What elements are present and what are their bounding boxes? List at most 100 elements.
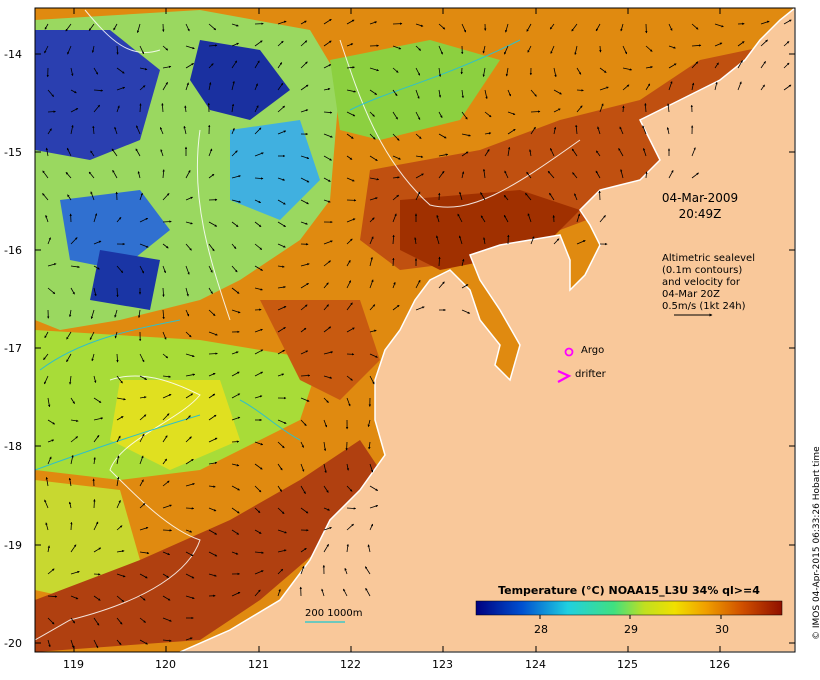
velocity-arrow-icon <box>323 282 329 289</box>
lon-label: 121 <box>248 658 269 671</box>
velocity-arrow-icon <box>162 375 171 378</box>
velocity-arrow-icon <box>116 476 120 487</box>
velocity-arrow-icon <box>392 89 398 97</box>
velocity-arrow-icon <box>93 397 102 403</box>
velocity-arrow-icon <box>231 529 240 535</box>
velocity-arrow-icon <box>185 458 194 465</box>
velocity-arrow-icon <box>254 265 263 271</box>
velocity-arrow-icon <box>93 89 104 92</box>
velocity-arrow-icon <box>231 150 238 157</box>
velocity-arrow-icon <box>185 436 192 443</box>
velocity-arrow-icon <box>66 147 72 157</box>
velocity-arrow-icon <box>70 108 79 113</box>
velocity-arrow-icon <box>47 617 55 625</box>
velocity-arrow-icon <box>185 373 196 377</box>
velocity-arrow-icon <box>162 639 172 642</box>
lat-label: -15 <box>4 146 22 159</box>
velocity-arrow-icon <box>277 105 285 113</box>
velocity-arrow-icon <box>436 214 440 223</box>
velocity-arrow-icon <box>277 243 286 248</box>
velocity-arrow-icon <box>346 155 353 160</box>
velocity-arrow-icon <box>254 551 264 554</box>
velocity-arrow-icon <box>162 480 170 487</box>
velocity-arrow-icon <box>599 86 609 91</box>
velocity-arrow-icon <box>392 194 400 201</box>
velocity-arrow-icon <box>553 238 560 245</box>
velocity-arrow-icon <box>323 526 332 531</box>
velocity-arrow-icon <box>208 352 218 355</box>
velocity-arrow-icon <box>162 243 169 249</box>
velocity-arrow-icon <box>277 199 286 205</box>
argo-marker-icon <box>564 347 574 357</box>
velocity-arrow-icon <box>369 67 379 72</box>
velocity-arrow-icon <box>484 149 490 157</box>
velocity-arrow-icon <box>70 419 79 422</box>
velocity-arrow-icon <box>369 177 380 181</box>
velocity-arrow-icon <box>622 84 630 91</box>
velocity-arrow-icon <box>346 302 353 311</box>
velocity-arrow-icon <box>461 151 469 157</box>
velocity-arrow-icon <box>369 463 374 473</box>
velocity-arrow-icon <box>208 437 218 443</box>
velocity-arrow-icon <box>530 126 536 135</box>
velocity-arrow-icon <box>277 306 287 311</box>
velocity-arrow-icon <box>93 104 101 113</box>
velocity-arrow-icon <box>323 64 332 69</box>
velocity-arrow-icon <box>438 256 441 267</box>
velocity-arrow-icon <box>254 441 264 446</box>
velocity-arrow-icon <box>136 23 141 33</box>
velocity-arrow-icon <box>254 507 261 513</box>
velocity-arrow-icon <box>645 65 653 69</box>
velocity-arrow-icon <box>70 521 73 531</box>
velocity-arrow-icon <box>415 191 421 201</box>
velocity-arrow-icon <box>139 455 144 465</box>
altimetry-note-line: 0.5m/s (1kt 24h) <box>662 301 746 312</box>
drifter-marker-icon <box>557 369 572 383</box>
velocity-arrow-icon <box>415 173 424 179</box>
velocity-arrow-icon <box>162 529 172 532</box>
velocity-arrow-icon <box>254 221 262 228</box>
velocity-arrow-icon <box>70 67 74 77</box>
velocity-arrow-icon <box>139 375 148 380</box>
velocity-arrow-icon <box>185 287 189 297</box>
velocity-arrow-icon <box>300 374 311 377</box>
velocity-arrow-icon <box>93 417 104 421</box>
velocity-arrow-icon <box>645 83 651 91</box>
velocity-arrow-icon <box>116 416 124 421</box>
velocity-arrow-icon <box>369 197 378 201</box>
velocity-arrow-icon <box>139 617 146 623</box>
velocity-arrow-icon <box>254 529 262 534</box>
velocity-arrow-icon <box>208 393 216 399</box>
velocity-arrow-icon <box>185 82 189 91</box>
velocity-arrow-icon <box>300 350 309 355</box>
velocity-arrow-icon <box>162 287 165 297</box>
velocity-arrow-icon <box>116 500 121 509</box>
velocity-arrow-icon <box>507 128 516 135</box>
velocity-arrow-icon <box>116 617 123 625</box>
velocity-arrow-icon <box>116 435 121 443</box>
velocity-arrow-icon <box>323 199 331 203</box>
velocity-arrow-icon <box>114 126 118 135</box>
velocity-arrow-icon <box>231 199 241 203</box>
velocity-arrow-icon <box>458 235 463 245</box>
velocity-arrow-icon <box>760 84 765 91</box>
velocity-arrow-icon <box>367 544 371 553</box>
velocity-arrow-icon <box>346 259 351 267</box>
velocity-arrow-icon <box>595 23 601 32</box>
velocity-arrow-icon <box>65 23 72 32</box>
velocity-arrow-icon <box>231 463 240 467</box>
velocity-arrow-icon <box>277 529 287 534</box>
velocity-arrow-icon <box>47 263 57 267</box>
velocity-arrow-icon <box>369 485 379 491</box>
velocity-arrow-icon <box>323 375 333 379</box>
velocity-arrow-icon <box>69 375 72 385</box>
velocity-arrow-icon <box>185 393 194 399</box>
velocity-arrow-icon <box>576 240 586 245</box>
velocity-arrow-icon <box>67 45 72 55</box>
velocity-arrow-icon <box>760 61 766 69</box>
altimetry-note-line: (0.1m contours) <box>662 265 743 276</box>
velocity-arrow-icon <box>346 523 354 531</box>
observation-timestamp: 04-Mar-2009 20:49Z <box>640 190 760 222</box>
velocity-arrow-icon <box>231 591 241 597</box>
velocity-arrow-icon <box>480 192 486 201</box>
